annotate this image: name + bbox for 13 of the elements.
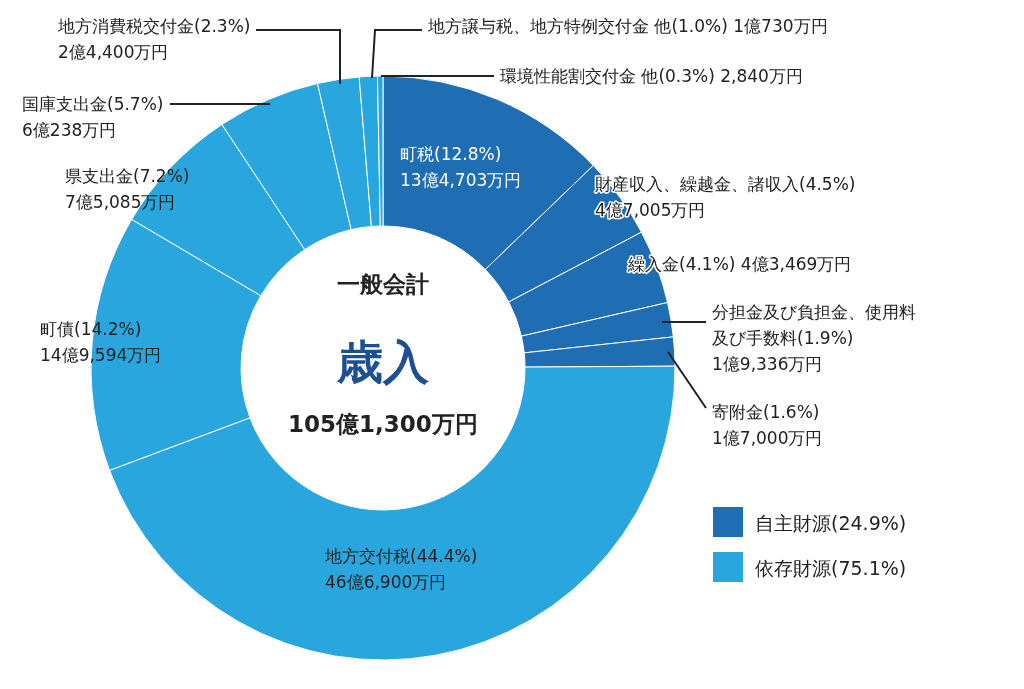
slice-label: 地方交付税(44.4%) 46億6,900万円 bbox=[324, 546, 478, 592]
slice-label: 町税(12.8%) 13億4,703万円 bbox=[400, 144, 522, 190]
slice-label: 国庫支出金(5.7%) 6億238万円 bbox=[22, 94, 164, 140]
slice-label: 地方消費税交付金(2.3%) 2億4,400万円 bbox=[57, 16, 251, 62]
slice-label: 環境性能割交付金 他(0.3%) 2,840万円 bbox=[500, 66, 803, 86]
text: 依存財源(75.1%) bbox=[755, 557, 907, 579]
text: 自主財源(24.9%) bbox=[755, 512, 907, 534]
text: 105億1,300万円 bbox=[288, 411, 478, 437]
slice-label: 分担金及び負担金、使用料及び手数料(1.9%) 1億9,336万円 bbox=[712, 302, 916, 374]
slice-label: 寄附金(1.6%) 1億7,000万円 bbox=[712, 402, 823, 448]
text: 歳入 bbox=[336, 335, 430, 389]
slice-label: 地方譲与税、地方特例交付金 他(1.0%) 1億730万円 bbox=[427, 16, 828, 36]
text: 一般会計 bbox=[337, 271, 429, 297]
